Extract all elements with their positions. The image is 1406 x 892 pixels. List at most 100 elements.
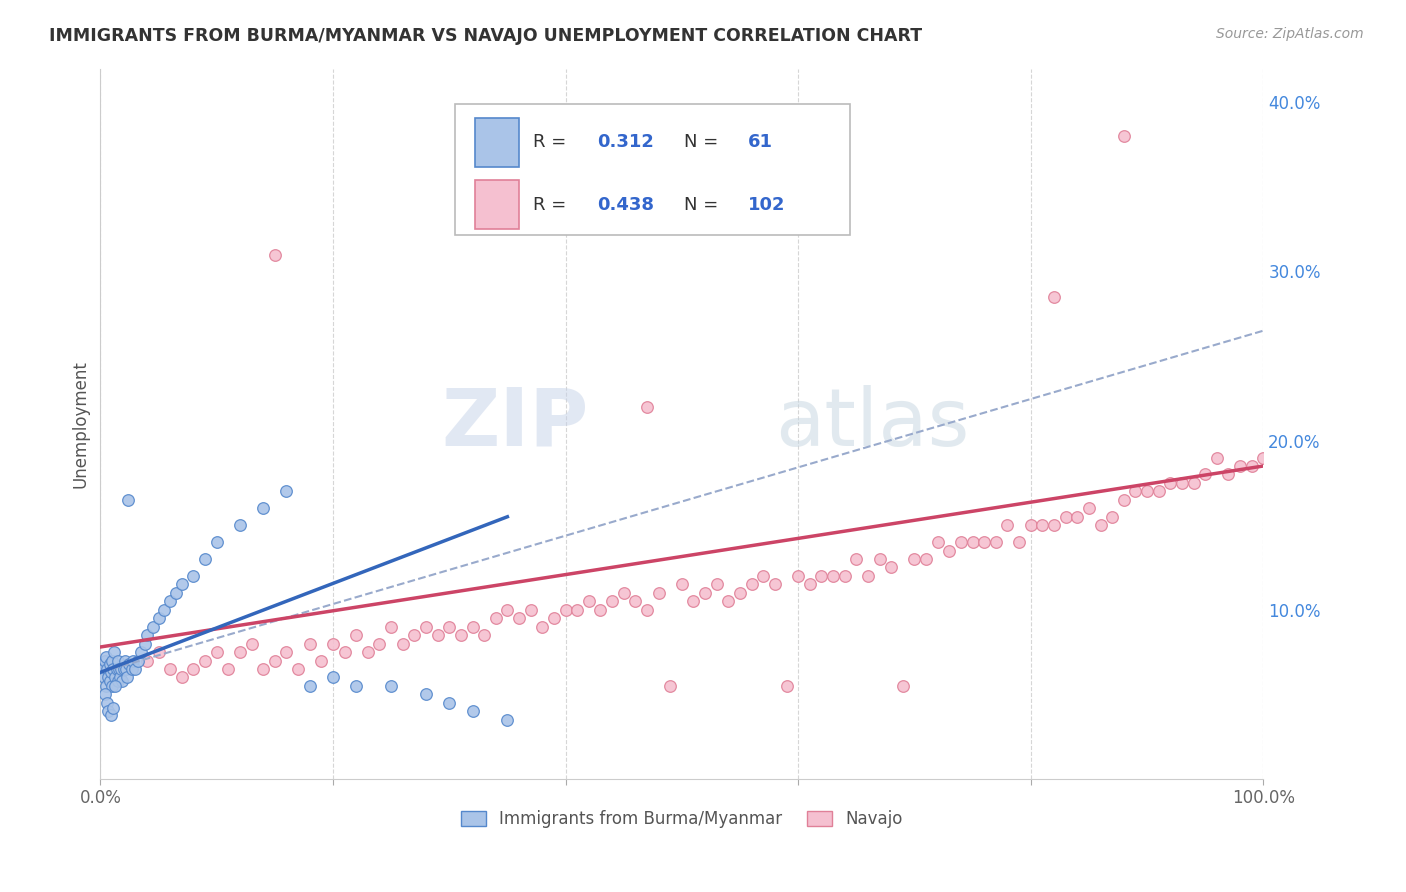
Point — [100, 665, 122, 680]
Point — [997, 518, 1019, 533]
Point — [91, 662, 114, 676]
Point — [112, 662, 135, 676]
Point — [205, 535, 228, 549]
Point — [404, 628, 426, 642]
Point — [263, 653, 285, 667]
Point — [752, 569, 775, 583]
Point — [1205, 450, 1227, 465]
Point — [485, 611, 508, 625]
Point — [810, 569, 832, 583]
Point — [973, 535, 995, 549]
Point — [98, 657, 121, 671]
Point — [984, 535, 1007, 549]
Point — [194, 653, 217, 667]
Point — [135, 628, 157, 642]
Point — [706, 577, 728, 591]
Point — [344, 679, 367, 693]
Point — [821, 569, 844, 583]
Point — [170, 577, 193, 591]
Point — [148, 611, 170, 625]
Point — [252, 662, 274, 676]
Point — [415, 620, 437, 634]
Point — [1182, 475, 1205, 490]
Point — [938, 543, 960, 558]
Point — [799, 577, 821, 591]
Point — [554, 603, 576, 617]
Point — [107, 653, 129, 667]
Point — [322, 670, 344, 684]
Point — [298, 679, 321, 693]
Point — [104, 670, 127, 684]
Point — [252, 501, 274, 516]
Point — [117, 492, 139, 507]
Point — [97, 670, 120, 684]
Point — [124, 662, 146, 676]
Point — [240, 637, 263, 651]
Text: R =: R = — [533, 134, 567, 152]
Text: 0.312: 0.312 — [598, 134, 654, 152]
Point — [927, 535, 949, 549]
Point — [311, 653, 333, 667]
Point — [915, 552, 938, 566]
Point — [636, 603, 658, 617]
Point — [949, 535, 972, 549]
Point — [115, 662, 138, 676]
Point — [344, 628, 367, 642]
Text: R =: R = — [533, 195, 567, 213]
Point — [103, 645, 125, 659]
Point — [159, 594, 181, 608]
Point — [110, 662, 132, 676]
Point — [105, 662, 128, 676]
Point — [600, 594, 623, 608]
Y-axis label: Unemployment: Unemployment — [72, 359, 89, 488]
Point — [693, 586, 716, 600]
Point — [391, 637, 413, 651]
Point — [276, 484, 298, 499]
Point — [496, 713, 519, 727]
Point — [845, 552, 868, 566]
Point — [276, 645, 298, 659]
Point — [129, 645, 152, 659]
Point — [148, 645, 170, 659]
Point — [114, 653, 136, 667]
Point — [205, 645, 228, 659]
Point — [104, 679, 127, 693]
Point — [763, 577, 786, 591]
Point — [159, 662, 181, 676]
Text: N =: N = — [685, 134, 718, 152]
Point — [450, 628, 472, 642]
Point — [118, 657, 141, 671]
Point — [333, 645, 356, 659]
Point — [101, 679, 124, 693]
Point — [671, 577, 693, 591]
Point — [127, 653, 149, 667]
Point — [100, 707, 122, 722]
Point — [1253, 450, 1275, 465]
Point — [1077, 501, 1099, 516]
FancyBboxPatch shape — [456, 104, 851, 235]
Point — [1066, 509, 1088, 524]
Point — [1229, 458, 1251, 473]
Point — [624, 594, 647, 608]
Point — [1019, 518, 1042, 533]
Point — [856, 569, 879, 583]
Point — [298, 637, 321, 651]
Point — [108, 670, 131, 684]
Point — [415, 687, 437, 701]
Point — [96, 696, 118, 710]
Point — [1218, 467, 1240, 482]
Point — [135, 653, 157, 667]
Point — [834, 569, 856, 583]
Point — [115, 670, 138, 684]
Point — [903, 552, 925, 566]
Point — [508, 611, 530, 625]
Point — [1136, 484, 1159, 499]
Point — [1147, 484, 1170, 499]
Point — [357, 645, 380, 659]
Point — [122, 653, 145, 667]
Point — [1159, 475, 1181, 490]
Text: 0.438: 0.438 — [598, 195, 654, 213]
Point — [1043, 290, 1066, 304]
Point — [461, 620, 484, 634]
Point — [891, 679, 914, 693]
